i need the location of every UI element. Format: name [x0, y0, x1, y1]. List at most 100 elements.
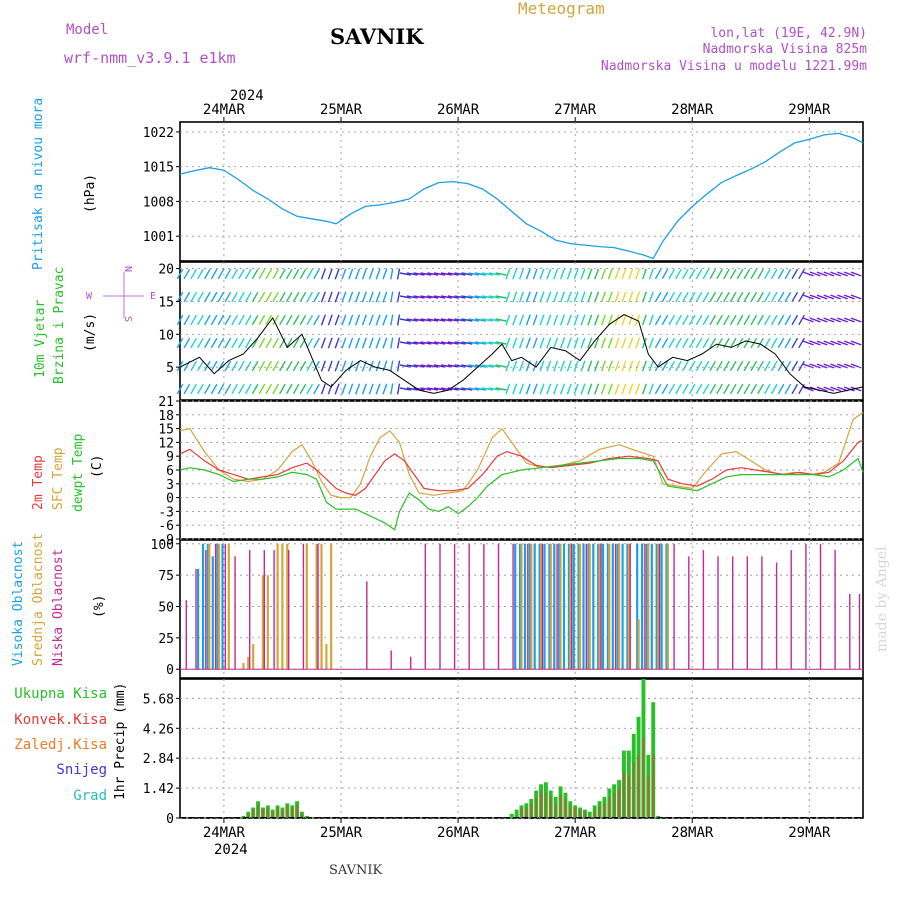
wind-arrow-330 [553, 268, 559, 280]
wind-arrow-314 [532, 314, 538, 326]
wind-arrow-150 [348, 268, 354, 280]
wind-arrow-523 [770, 291, 778, 303]
wind-arrow-57 [238, 337, 245, 349]
wind-arrow-433 [668, 291, 676, 303]
wind-arrow-54 [238, 268, 245, 280]
wind-arrow-394 [621, 360, 627, 372]
wind-arrow-589 [843, 294, 855, 300]
wind-arrow-217 [420, 295, 432, 299]
wind-arrow-53 [231, 383, 239, 395]
wind-arrow-91 [279, 291, 286, 303]
wind-arrow-264 [474, 272, 487, 276]
wind-arrow-204 [406, 272, 418, 276]
wind-arrow-442 [675, 360, 682, 372]
top-date-label-1: 25MAR [320, 102, 363, 118]
wind-arrow-3 [176, 337, 184, 349]
precip-conv-bar-25 [583, 811, 586, 818]
cloud-yticks-label-1: 25 [158, 632, 174, 647]
cloud-bars [180, 543, 863, 670]
wind-arrow-397 [628, 291, 634, 303]
wind-arrow-227 [427, 387, 439, 391]
wind-arrow-409 [641, 291, 647, 303]
wind-arrow-262 [468, 364, 480, 368]
wind-arrow-114 [306, 268, 314, 280]
model-label: Model [66, 22, 108, 38]
wind-arrow-561 [809, 340, 821, 346]
wind-arrow-165 [361, 337, 367, 349]
wind-arrow-281 [488, 387, 500, 391]
wind-compass: W E N S [86, 266, 156, 322]
wind-arrow-129 [320, 337, 326, 349]
temp-yticks-label-9: 18 [158, 409, 174, 424]
wind-arrow-558 [809, 271, 821, 277]
wind-arrow-411 [641, 337, 647, 349]
wind-arrow-375 [600, 337, 606, 349]
wind-arrow-325 [546, 291, 552, 303]
wind-arrow-121 [313, 291, 320, 303]
wind-arrow-238 [440, 364, 452, 368]
wind-arrow-156 [355, 268, 361, 280]
wind-arrow-307 [525, 291, 531, 303]
wind-arrow-414 [648, 268, 654, 280]
wind-arrow-549 [798, 337, 805, 349]
wind-arrow-272 [481, 318, 493, 322]
wind-arrow-319 [539, 291, 545, 303]
wind-arrow-593 [843, 386, 855, 392]
precip-conv-bar-2 [257, 805, 260, 818]
cloud-yticks-label-0: 0 [166, 663, 174, 678]
wind-arrow-539 [784, 383, 792, 395]
wind-arrow-480 [723, 268, 730, 280]
wind-arrow-228 [433, 272, 446, 276]
wind-arrow-422 [654, 314, 662, 326]
wind-arrow-201 [399, 341, 411, 345]
wind-arrow-197 [396, 383, 401, 395]
pressure-yticks-label-0: 1001 [143, 230, 174, 245]
wind-arrow-200 [399, 318, 411, 322]
wind-arrow-92 [279, 314, 286, 326]
wind-arrow-398 [628, 314, 634, 326]
wind-arrow-416 [648, 314, 654, 326]
wind-arrow-290 [505, 314, 511, 326]
wind-arrow-553 [802, 294, 814, 300]
wind-arrow-123 [313, 337, 320, 349]
wind-arrow-128 [320, 314, 326, 326]
cloud-ylabel-low: Niska Oblacnost [51, 549, 66, 666]
bottom-date-label-1: 25MAR [320, 825, 363, 841]
precip-yticks-label-0: 0 [166, 812, 174, 827]
wind-arrow-70 [251, 360, 259, 372]
precip-conv-bar-36 [642, 738, 645, 818]
model-name: wrf-nmm_v3.9.1 e1km [64, 49, 236, 67]
wind-arrow-387 [614, 337, 620, 349]
wind-arrow-588 [843, 271, 855, 277]
wind-arrow-475 [716, 291, 723, 303]
wind-arrow-513 [757, 337, 764, 349]
wind-arrow-37 [217, 291, 225, 303]
wind-arrow-478 [716, 360, 723, 372]
wind-arrow-363 [587, 337, 593, 349]
wind-arrow-341 [559, 383, 566, 395]
top-date-label-5: 29MAR [788, 102, 831, 118]
wind-arrow-446 [682, 314, 689, 326]
cloud-unit: (%) [92, 595, 107, 618]
wind-arrow-408 [641, 268, 647, 280]
wind-arrow-522 [770, 268, 778, 280]
temp-yticks-label-8: 15 [158, 423, 174, 438]
meteogram-title: Meteogram [518, 0, 605, 18]
precip-conv-bar-11 [301, 813, 303, 818]
wind-arrow-16 [190, 360, 198, 372]
wind-direction-field [176, 268, 862, 395]
wind-arrow-484 [723, 360, 730, 372]
cloud-y-ticks: 0 25 50 75 100 [151, 538, 863, 678]
wind-arrow-266 [474, 318, 487, 322]
wind-arrow-173 [368, 383, 374, 395]
precip-yticks-label-4: 5.68 [143, 692, 174, 707]
wind-arrow-137 [327, 383, 333, 395]
wind-arrow-458 [695, 314, 703, 326]
wind-arrow-199 [399, 295, 411, 299]
wind-arrow-511 [757, 291, 764, 303]
wind-arrow-29 [203, 383, 211, 395]
wind-arrow-425 [654, 383, 662, 395]
cloud-yticks-label-2: 50 [158, 600, 174, 615]
sfc-temp-line [179, 412, 864, 499]
wind-arrow-275 [481, 387, 493, 391]
